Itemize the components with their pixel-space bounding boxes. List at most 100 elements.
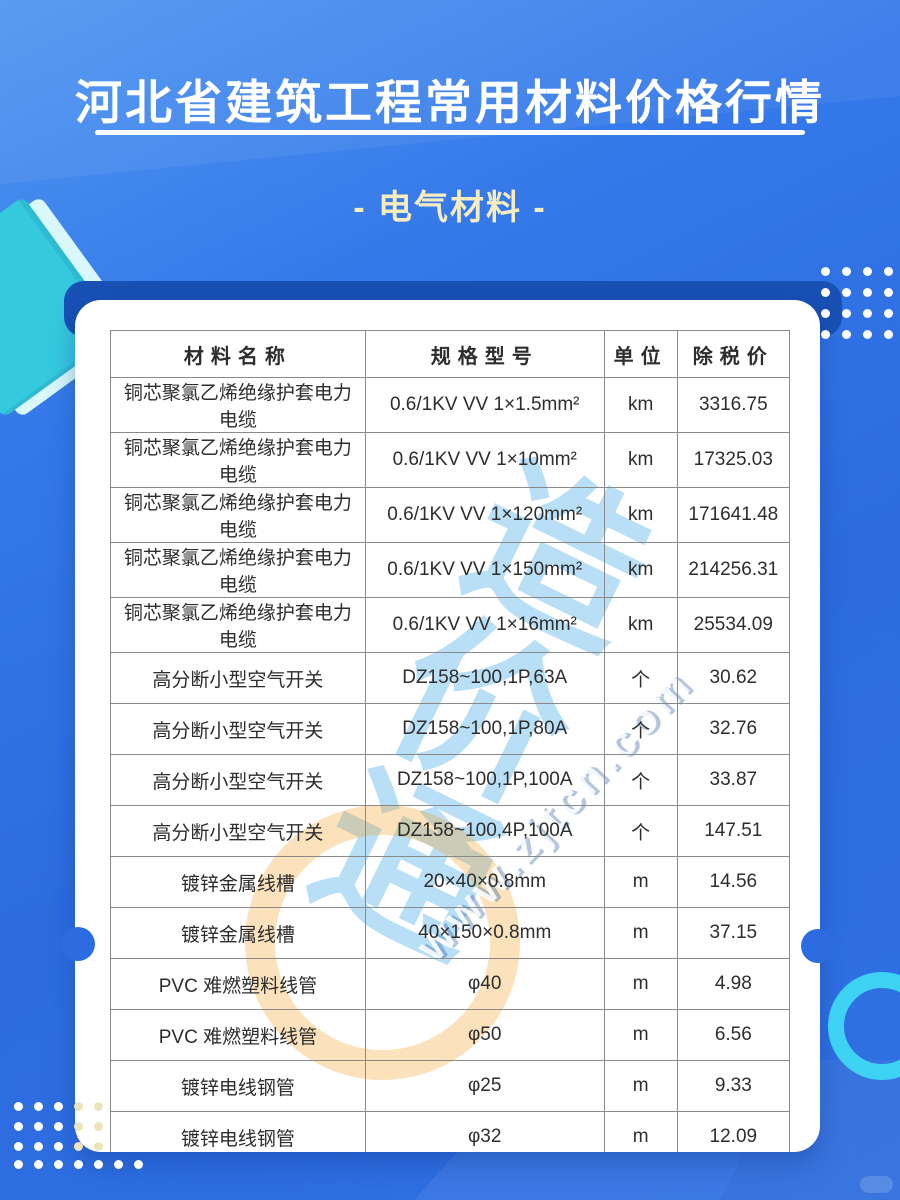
table-cell: m [603, 1111, 678, 1152]
table-cell: m [603, 856, 678, 908]
table-cell: 铜芯聚氯乙烯绝缘护套电力电缆 [110, 597, 366, 653]
dots-pattern-bottom-left [14, 1142, 23, 1151]
table-cell: m [603, 1009, 678, 1061]
table-cell: DZ158~100,1P,63A [364, 652, 605, 704]
dots-pattern-bottom-left [74, 1160, 83, 1169]
dots-pattern-bottom-left [74, 1122, 83, 1131]
faint-watermark-badge [860, 1176, 893, 1193]
table-cell: 0.6/1KV VV 1×120mm² [364, 487, 605, 543]
table-cell: 4.98 [676, 958, 791, 1010]
table-row: 高分断小型空气开关 DZ158~100,1P,80A 个 32.76 [110, 703, 791, 755]
table-cell: 镀锌电线钢管 [110, 1111, 366, 1152]
table-cell: 个 [603, 703, 678, 755]
table-cell: 高分断小型空气开关 [110, 703, 366, 755]
table-cell: 高分断小型空气开关 [110, 754, 366, 806]
dots-pattern-bottom-left [54, 1142, 63, 1151]
dots-pattern-top-right [863, 267, 872, 276]
dots-pattern-bottom-left [94, 1102, 103, 1111]
table-cell: 30.62 [676, 652, 791, 704]
dots-pattern-bottom-left [54, 1102, 63, 1111]
table-cell: 个 [603, 652, 678, 704]
dots-pattern-top-right [884, 330, 893, 339]
dots-pattern-top-right [821, 330, 830, 339]
price-table-body: 铜芯聚氯乙烯绝缘护套电力电缆 0.6/1KV VV 1×1.5mm² km 3316.… [110, 377, 791, 1152]
table-cell: km [603, 487, 678, 543]
table-cell: PVC 难燃塑料线管 [110, 1009, 366, 1061]
dots-pattern-top-right [842, 267, 851, 276]
dots-pattern-bottom-left [14, 1160, 23, 1169]
dots-pattern-top-right [863, 288, 872, 297]
dots-pattern-bottom-left [114, 1160, 123, 1169]
dots-pattern-top-right [863, 309, 872, 318]
table-row: 铜芯聚氯乙烯绝缘护套电力电缆 0.6/1KV VV 1×10mm² km 17325.… [110, 432, 791, 488]
table-cell: 33.87 [676, 754, 791, 806]
page-title: 河北省建筑工程常用材料价格行情 [75, 76, 825, 129]
table-cell: φ32 [364, 1111, 605, 1152]
table-row: 铜芯聚氯乙烯绝缘护套电力电缆 0.6/1KV VV 1×120mm² km 17164… [110, 487, 791, 543]
table-header-row: 材料名称 规格型号 单位 除税价 [110, 330, 791, 378]
table-cell: φ25 [364, 1060, 605, 1112]
column-header-price-ex-tax: 除税价 [676, 330, 791, 378]
table-cell: 37.15 [676, 907, 791, 959]
table-row: 镀锌金属线槽 20×40×0.8mm m 14.56 [110, 856, 791, 908]
dots-pattern-top-right [863, 330, 872, 339]
dots-pattern-bottom-left [94, 1142, 103, 1151]
price-table-head: 材料名称 规格型号 单位 除税价 [110, 330, 791, 378]
table-cell: km [603, 542, 678, 598]
dots-pattern-top-right [821, 288, 830, 297]
table-cell: 个 [603, 805, 678, 857]
dots-pattern-top-right [842, 288, 851, 297]
table-row: 镀锌金属线槽 40×150×0.8mm m 37.15 [110, 907, 791, 959]
table-cell: 14.56 [676, 856, 791, 908]
dots-pattern-bottom-left [34, 1122, 43, 1131]
dots-pattern-bottom-left [14, 1102, 23, 1111]
table-row: 高分断小型空气开关 DZ158~100,4P,100A 个 147.51 [110, 805, 791, 857]
table-cell: 0.6/1KV VV 1×1.5mm² [364, 377, 605, 433]
table-cell: 17325.03 [676, 432, 791, 488]
dots-pattern-bottom-left [94, 1160, 103, 1169]
dots-pattern-bottom-left [34, 1102, 43, 1111]
table-cell: km [603, 377, 678, 433]
table-cell: 40×150×0.8mm [364, 907, 605, 959]
dots-pattern-top-right [842, 330, 851, 339]
table-cell: DZ158~100,4P,100A [364, 805, 605, 857]
table-cell: 镀锌电线钢管 [110, 1060, 366, 1112]
dots-pattern-bottom-left [74, 1142, 83, 1151]
table-cell: 镀锌金属线槽 [110, 856, 366, 908]
table-cell: 25534.09 [676, 597, 791, 653]
dots-pattern-bottom-left [34, 1142, 43, 1151]
dots-pattern-top-right [821, 267, 830, 276]
table-row: 铜芯聚氯乙烯绝缘护套电力电缆 0.6/1KV VV 1×1.5mm² km 3316.… [110, 377, 791, 433]
table-cell: 铜芯聚氯乙烯绝缘护套电力电缆 [110, 377, 366, 433]
dots-pattern-bottom-left [74, 1102, 83, 1111]
dots-pattern-top-right [821, 309, 830, 318]
table-cell: 12.09 [676, 1111, 791, 1152]
dots-pattern-top-right [842, 309, 851, 318]
table-row: 铜芯聚氯乙烯绝缘护套电力电缆 0.6/1KV VV 1×150mm² km 21425… [110, 542, 791, 598]
dots-pattern-top-right [884, 288, 893, 297]
table-cell: DZ158~100,1P,80A [364, 703, 605, 755]
dots-pattern-bottom-left [34, 1160, 43, 1169]
table-cell: 171641.48 [676, 487, 791, 543]
table-row: 镀锌电线钢管 φ32 m 12.09 [110, 1111, 791, 1152]
table-row: PVC 难燃塑料线管 φ50 m 6.56 [110, 1009, 791, 1061]
dots-pattern-bottom-left [134, 1160, 143, 1169]
price-table-card: 造价通 www.zjtcn.com 材料名称 规格型号 单位 除税价 铜芯聚氯乙… [75, 300, 820, 1152]
dots-pattern-top-right [884, 267, 893, 276]
table-cell: 32.76 [676, 703, 791, 755]
dots-pattern-bottom-left [94, 1122, 103, 1131]
card-notch-right [801, 929, 835, 963]
table-cell: m [603, 907, 678, 959]
table-cell: DZ158~100,1P,100A [364, 754, 605, 806]
dots-pattern-bottom-left [54, 1160, 63, 1169]
dots-pattern-bottom-left [54, 1122, 63, 1131]
table-cell: 0.6/1KV VV 1×10mm² [364, 432, 605, 488]
table-cell: m [603, 1060, 678, 1112]
table-cell: 铜芯聚氯乙烯绝缘护套电力电缆 [110, 542, 366, 598]
table-cell: 高分断小型空气开关 [110, 805, 366, 857]
table-cell: 214256.31 [676, 542, 791, 598]
table-row: 高分断小型空气开关 DZ158~100,1P,100A 个 33.87 [110, 754, 791, 806]
table-cell: 镀锌金属线槽 [110, 907, 366, 959]
table-cell: 9.33 [676, 1060, 791, 1112]
